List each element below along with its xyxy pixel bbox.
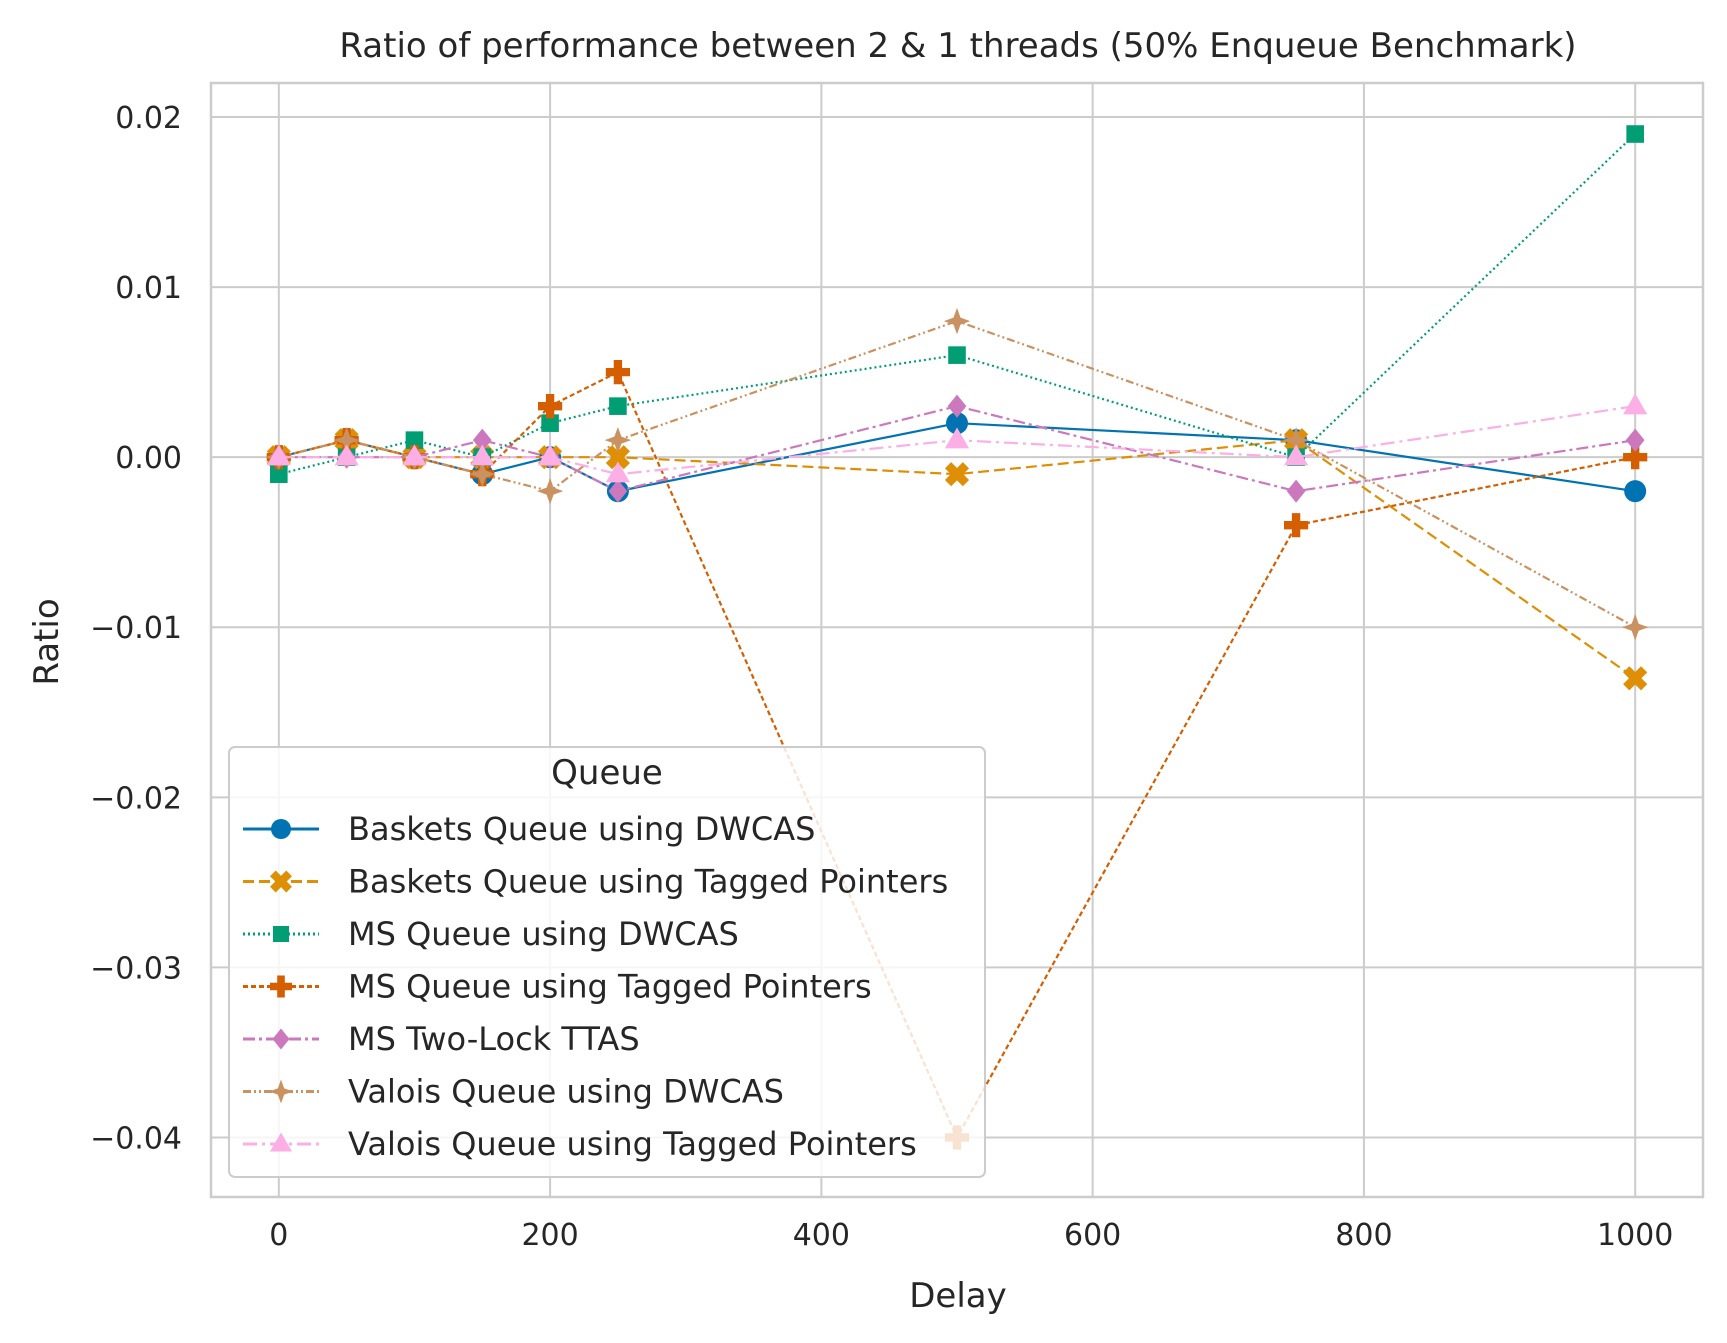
y-axis-label: Ratio [27, 598, 67, 685]
legend-label: MS Queue using DWCAS [348, 915, 739, 953]
marker-plus [537, 394, 563, 419]
x-tick-label: 800 [1335, 1218, 1392, 1253]
marker-square [1626, 125, 1644, 143]
series-layer [265, 125, 1649, 1150]
x-tick-label: 200 [521, 1218, 578, 1253]
y-tick-label: −0.02 [90, 781, 182, 816]
marker-x-shape [605, 445, 630, 470]
marker-star [269, 1079, 293, 1104]
marker-x [270, 870, 292, 893]
marker-star [536, 477, 564, 505]
chart-title: Ratio of performance between 2 & 1 threa… [339, 26, 1576, 66]
x-tick-label: 0 [269, 1218, 288, 1253]
legend-label: Baskets Queue using Tagged Pointers [348, 863, 948, 901]
y-tick-label: 0.02 [115, 101, 182, 136]
legend-box [228, 746, 986, 1178]
marker-triangle [270, 1132, 292, 1152]
marker-diamond [272, 1028, 290, 1050]
marker-diamond [947, 394, 967, 418]
marker-x-shape [270, 870, 292, 893]
marker-diamond [608, 479, 628, 503]
marker-triangle [1283, 444, 1309, 466]
marker-star [333, 426, 360, 454]
marker-triangle [1623, 393, 1648, 415]
marker-circle [946, 412, 968, 435]
marker-triangle [944, 427, 970, 449]
y-tick-label: 0.00 [115, 441, 182, 476]
legend-title: Queue [551, 753, 663, 793]
legend-label: Baskets Queue using DWCAS [348, 810, 815, 848]
marker-plus [270, 975, 292, 998]
y-tick-label: 0.01 [115, 271, 182, 306]
marker-diamond [1286, 479, 1306, 503]
marker-star [943, 307, 971, 335]
legend-item: Valois Queue using DWCAS [243, 1073, 784, 1111]
marker-square [273, 926, 289, 942]
marker-square [270, 465, 288, 483]
legend-label: Valois Queue using Tagged Pointers [348, 1125, 917, 1163]
marker-triangle [537, 444, 563, 466]
marker-x [944, 462, 970, 487]
legend-item: Baskets Queue using Tagged Pointers [243, 863, 948, 901]
marker-x [605, 445, 630, 470]
x-axis-label: Delay [909, 1276, 1007, 1316]
marker-x-shape [1623, 666, 1648, 691]
y-tick-label: −0.03 [90, 951, 182, 986]
legend-item: Valois Queue using Tagged Pointers [243, 1125, 917, 1163]
y-tick-label: −0.04 [90, 1121, 182, 1156]
marker-square [948, 346, 966, 364]
marker-triangle [334, 444, 359, 466]
legend-label: MS Queue using Tagged Pointers [348, 968, 872, 1006]
marker-plus [1623, 445, 1648, 470]
marker-plus [605, 360, 631, 385]
marker-star [469, 460, 496, 488]
marker-square [541, 414, 559, 432]
marker-triangle [266, 444, 291, 466]
legend-item: Baskets Queue using DWCAS [243, 810, 815, 848]
marker-circle [1624, 480, 1647, 503]
x-tick-label: 1000 [1597, 1218, 1673, 1253]
x-tick-label: 400 [793, 1218, 850, 1253]
marker-star [1621, 614, 1649, 641]
legend-item: MS Two-Lock TTAS [243, 1020, 640, 1058]
marker-circle [271, 819, 291, 839]
marker-diamond [1625, 428, 1645, 452]
legend-item: MS Queue using Tagged Pointers [243, 968, 872, 1006]
marker-triangle [605, 461, 631, 483]
marker-x [1623, 666, 1648, 691]
legend-label: Valois Queue using DWCAS [348, 1073, 784, 1111]
marker-triangle [470, 444, 495, 466]
series [266, 393, 1648, 483]
legend-item: MS Queue using DWCAS [243, 915, 739, 953]
marker-star [1282, 426, 1310, 454]
legend-items: Baskets Queue using DWCAS Baskets Queue u… [243, 810, 948, 1163]
marker-triangle [402, 444, 427, 466]
marker-square [609, 397, 627, 415]
marker-square [405, 431, 424, 449]
x-tick-label: 600 [1064, 1218, 1121, 1253]
y-tick-label: −0.01 [90, 611, 182, 646]
marker-diamond [472, 428, 492, 452]
plot-frame [209, 81, 1705, 1199]
marker-plus [1283, 513, 1309, 538]
tick-labels: 0 200 400 600 800 1000 −0.04 −0.03 −0.02 −0.01 0.0… [90, 101, 1673, 1253]
legend-label: MS Two-Lock TTAS [348, 1020, 640, 1058]
marker-star [604, 426, 632, 454]
marker-x-shape [944, 462, 970, 487]
